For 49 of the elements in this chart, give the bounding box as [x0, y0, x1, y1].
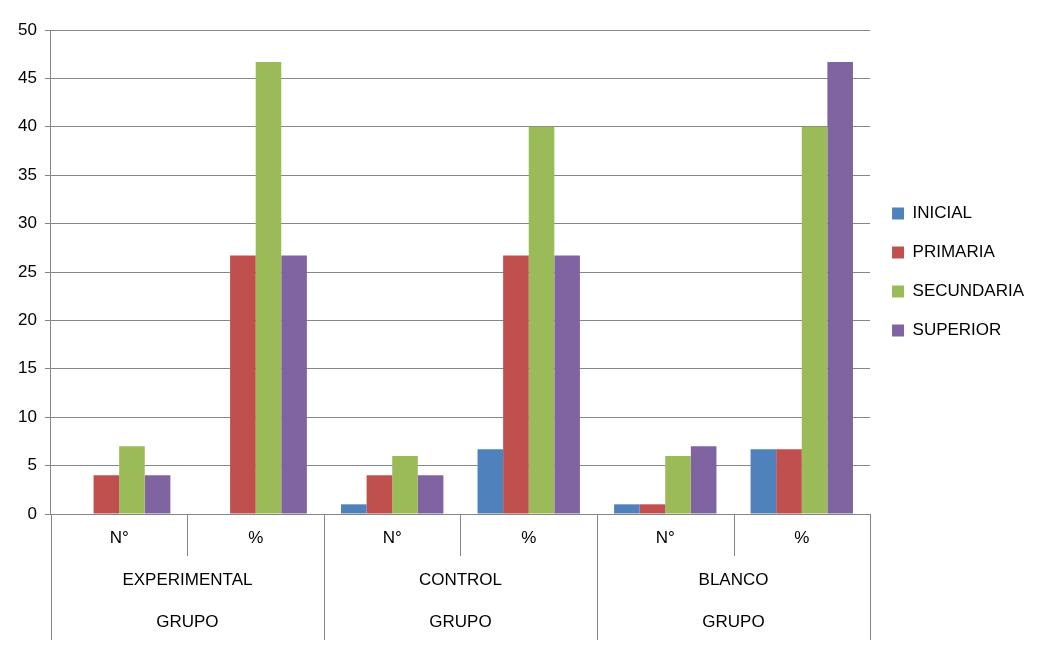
x-tick-label: N°: [382, 527, 402, 547]
bar: [750, 449, 777, 514]
y-tick-label: 10: [17, 406, 37, 426]
bar: [665, 455, 691, 514]
bar: [827, 61, 853, 514]
text: GRUPO: [429, 611, 492, 631]
x-tick-label: %: [521, 527, 537, 547]
x-tick-label: %: [794, 527, 810, 547]
text: GRUPO: [702, 611, 765, 631]
bar: [554, 255, 580, 514]
bar: [119, 446, 145, 514]
y-tick-label: 5: [27, 455, 37, 475]
y-tick-label: 25: [17, 261, 37, 281]
text: EXPERIMENTAL: [122, 569, 253, 589]
bar: [776, 449, 802, 514]
bar: [230, 255, 256, 514]
text: CONTROL: [418, 569, 503, 589]
y-tick-label: 40: [17, 116, 37, 136]
x-tick-label: N°: [655, 527, 675, 547]
bar: [614, 504, 640, 514]
y-tick-label: 35: [17, 164, 37, 184]
y-tick-label: 30: [17, 213, 37, 233]
legend-label: SUPERIOR: [912, 320, 1002, 340]
bar: [801, 126, 828, 514]
x-tick-label: %: [248, 527, 264, 547]
bar: [281, 255, 307, 514]
y-tick-label: 45: [17, 68, 37, 88]
legend-label: PRIMARIA: [912, 242, 996, 262]
bar: [341, 504, 367, 514]
y-tick-label: 20: [17, 310, 37, 330]
bar: [639, 504, 666, 514]
bar: [144, 475, 171, 514]
bar: [417, 475, 444, 514]
y-tick-label: 15: [17, 358, 37, 378]
bar: [93, 475, 120, 514]
text: GRUPO: [156, 611, 219, 631]
bar: [690, 446, 717, 514]
y-tick-label: 50: [17, 19, 37, 39]
text: BLANCO: [698, 569, 769, 589]
x-tick-label: N°: [109, 527, 129, 547]
bar: [528, 126, 555, 514]
bar: [366, 475, 393, 514]
bar: [255, 61, 282, 514]
y-tick-label: 0: [27, 503, 37, 523]
bar: [477, 449, 504, 514]
bar: [392, 455, 418, 514]
legend-label: INICIAL: [912, 203, 973, 223]
legend-label: SECUNDARIA: [912, 281, 1025, 301]
bar: [503, 255, 529, 514]
